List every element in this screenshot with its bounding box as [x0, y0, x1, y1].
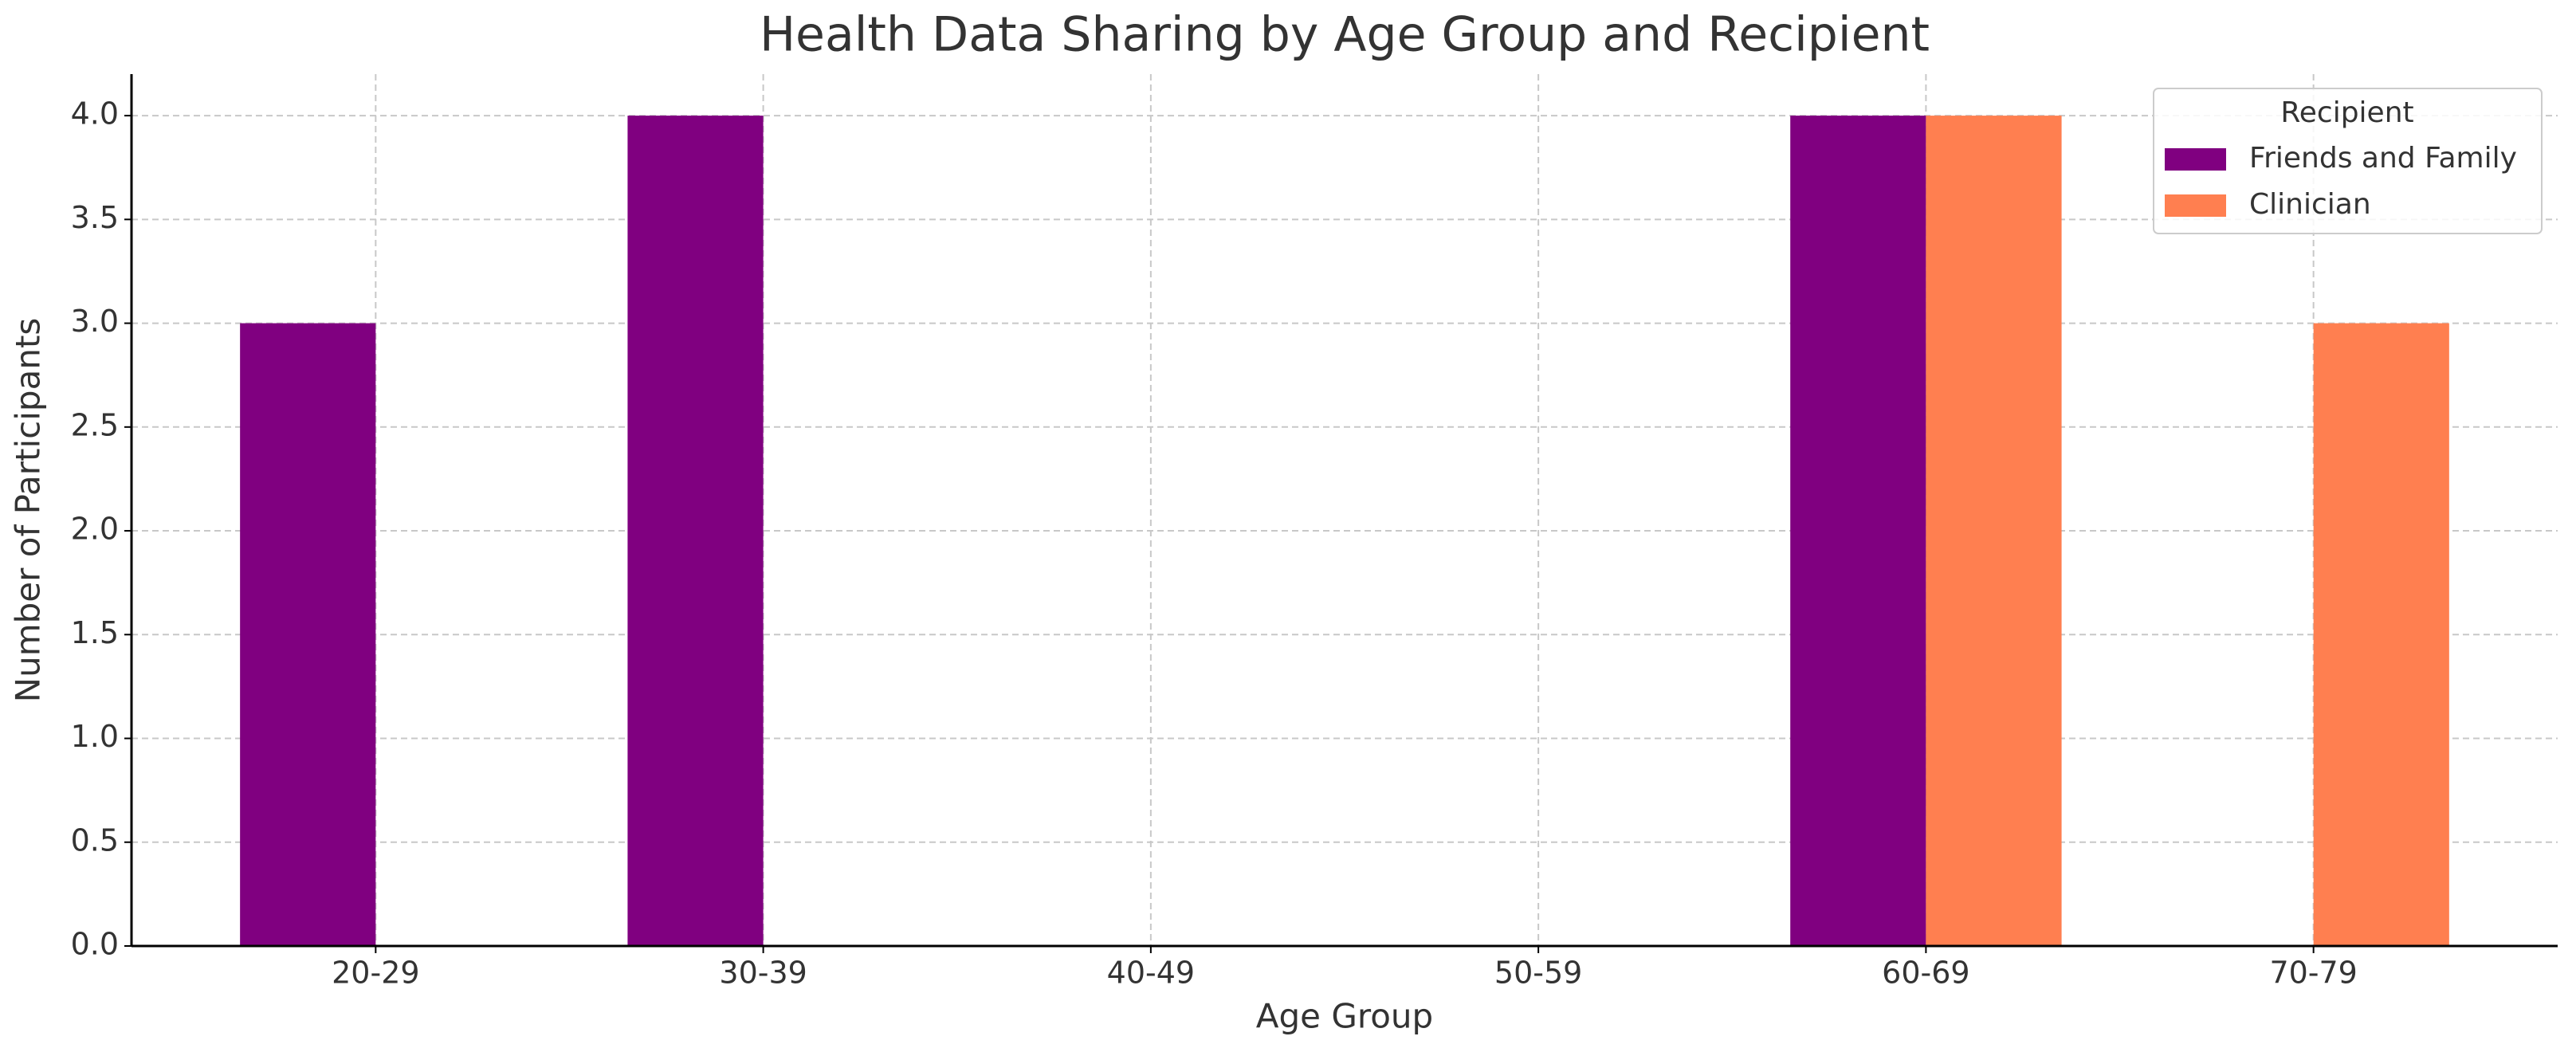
- x-tick-label: 20-29: [332, 956, 419, 991]
- y-tick-label: 3.0: [71, 304, 119, 339]
- bar: [240, 323, 376, 947]
- y-tick-label: 0.5: [71, 822, 119, 858]
- bar: [1926, 116, 2062, 947]
- x-tick-label: 60-69: [1882, 956, 1969, 991]
- y-tick-label: 2.0: [71, 512, 119, 547]
- legend-swatch: [2165, 148, 2226, 171]
- y-tick-label: 0.0: [71, 927, 119, 962]
- x-tick-label: 30-39: [719, 956, 807, 991]
- x-tick-label: 70-79: [2269, 956, 2357, 991]
- y-tick-label: 3.5: [71, 200, 119, 235]
- legend-label: Clinician: [2249, 188, 2371, 221]
- bar: [627, 116, 764, 947]
- legend-title: Recipient: [2280, 96, 2413, 129]
- x-tick-label: 40-49: [1107, 956, 1195, 991]
- legend-label: Friends and Family: [2249, 142, 2517, 175]
- bar: [1790, 116, 1926, 947]
- x-tick-label: 50-59: [1494, 956, 1582, 991]
- y-tick-label: 1.5: [71, 615, 119, 650]
- bar: [2313, 323, 2449, 947]
- y-tick-label: 4.0: [71, 96, 119, 131]
- y-tick-label: 1.0: [71, 719, 119, 754]
- legend-box: [2153, 88, 2543, 234]
- chart-title: Health Data Sharing by Age Group and Rec…: [760, 7, 1930, 63]
- legend-swatch: [2165, 194, 2226, 217]
- bars: [240, 116, 2449, 947]
- x-axis-label: Age Group: [1256, 997, 1433, 1036]
- y-axis-label: Number of Participants: [9, 318, 48, 703]
- y-tick-label: 2.5: [71, 407, 119, 442]
- legend: Recipient Friends and Family Clinician: [2153, 88, 2543, 234]
